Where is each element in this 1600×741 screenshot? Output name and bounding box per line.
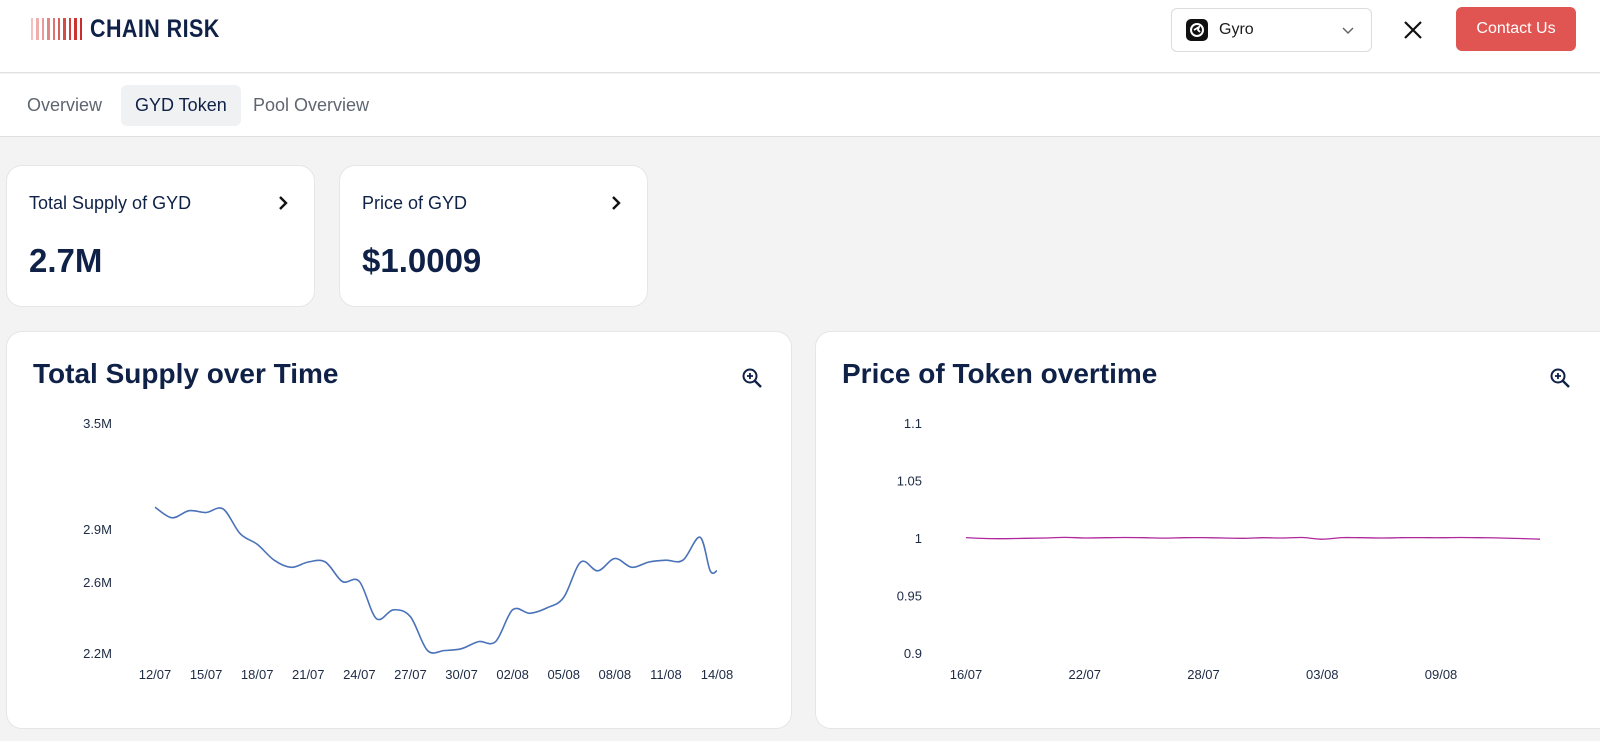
logo-bar: [41, 18, 45, 40]
x-tick-label: 28/07: [1187, 667, 1220, 682]
logo-bar: [47, 18, 50, 40]
protocol-select-value: Gyro: [1219, 21, 1254, 38]
y-tick-label: 0.95: [897, 589, 922, 604]
chart-card-total-supply: Total Supply over Time 3.5M 2.9M 2.6M 2.2M 1…: [6, 331, 792, 729]
logo-bar: [79, 18, 82, 40]
x-tick-label: 03/08: [1306, 667, 1339, 682]
chevron-right-icon: [612, 196, 621, 210]
logo-bar: [74, 18, 77, 40]
logo-bar: [36, 18, 39, 40]
chart-title: Price of Token overtime: [842, 358, 1158, 389]
x-tick-label: 24/07: [343, 667, 376, 682]
logo-bar: [31, 18, 34, 40]
kpi-title: Price of GYD: [362, 193, 468, 213]
x-tick-label: 11/08: [650, 667, 682, 682]
kpi-value: $1.0009: [362, 242, 482, 279]
y-tick-label: 0.9: [904, 646, 922, 661]
x-tick-label: 08/08: [599, 667, 632, 682]
tab-pool-overview[interactable]: Pool Overview: [253, 95, 370, 115]
x-tick-label: 14/08: [701, 667, 734, 682]
zoom-in-icon[interactable]: [1548, 366, 1572, 390]
supply-line-chart: 3.5M 2.9M 2.6M 2.2M 12/07 15/07 18/07 21/07 24/0…: [83, 416, 734, 682]
tab-gyd-token[interactable]: GYD Token: [121, 85, 241, 126]
x-tick-label: 30/07: [445, 667, 478, 682]
x-tick-label: 05/08: [547, 667, 580, 682]
chart-card-price: Price of Token overtime 1.1 1.05 1 0.95 0.9 1…: [815, 331, 1600, 729]
zoom-in-icon[interactable]: [740, 366, 764, 390]
logo-bar: [68, 18, 72, 40]
kpi-card-price[interactable]: Price of GYD $1.0009: [339, 165, 648, 307]
y-tick-label: 1.05: [897, 474, 922, 489]
logo-text: CHAIN RISK: [89, 14, 220, 43]
x-tick-label: 22/07: [1068, 667, 1101, 682]
tab-bar: Overview GYD Token Pool Overview: [0, 74, 1600, 137]
x-tick-label: 18/07: [241, 667, 274, 682]
price-line-chart: 1.1 1.05 1 0.95 0.9 16/07 22/07 28/07 03/08 09/08: [897, 416, 1541, 682]
logo-bar: [63, 18, 66, 40]
x-tick-label: 12/07: [139, 667, 172, 682]
x-tick-label: 02/08: [496, 667, 529, 682]
chart-title: Total Supply over Time: [33, 358, 339, 389]
kpi-card-total-supply[interactable]: Total Supply of GYD 2.7M: [6, 165, 315, 307]
logo-bar: [52, 18, 55, 40]
x-tick-label: 16/07: [950, 667, 983, 682]
y-tick-label: 2.9M: [83, 522, 112, 537]
logo-bar: [57, 18, 61, 40]
x-tick-label: 27/07: [394, 667, 427, 682]
x-tick-label: 09/08: [1425, 667, 1458, 682]
y-tick-label: 2.2M: [83, 646, 112, 661]
tab-overview[interactable]: Overview: [27, 95, 103, 115]
top-bar: CHAIN RISK Gyro Contact Us: [0, 0, 1600, 73]
series-line[interactable]: [154, 506, 718, 654]
kpi-value: 2.7M: [29, 242, 103, 279]
x-tick-label: 21/07: [292, 667, 325, 682]
chevron-right-icon: [279, 196, 288, 210]
protocol-select[interactable]: Gyro: [1171, 8, 1372, 52]
contact-us-button[interactable]: Contact Us: [1456, 7, 1576, 51]
chain-risk-logo[interactable]: CHAIN RISK: [31, 14, 241, 43]
logo-bars: [31, 18, 82, 40]
series-line[interactable]: [965, 536, 1541, 540]
x-twitter-icon[interactable]: [1398, 15, 1428, 45]
y-tick-label: 2.6M: [83, 575, 112, 590]
gyro-logo-icon: [1186, 19, 1208, 41]
y-tick-label: 3.5M: [83, 416, 112, 431]
y-tick-label: 1.1: [904, 416, 922, 431]
chevron-down-icon: [1342, 27, 1354, 35]
y-tick-label: 1: [915, 531, 922, 546]
x-tick-label: 15/07: [190, 667, 223, 682]
kpi-title: Total Supply of GYD: [29, 193, 192, 213]
